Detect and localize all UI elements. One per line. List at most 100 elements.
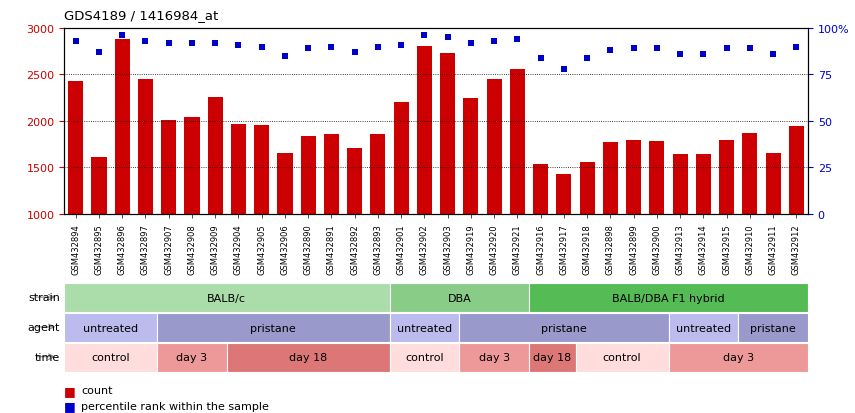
Text: ■: ■ bbox=[64, 384, 76, 397]
Text: agent: agent bbox=[27, 322, 60, 332]
Bar bbox=[486, 80, 502, 214]
Point bbox=[510, 37, 524, 43]
Text: day 18: day 18 bbox=[534, 352, 571, 363]
Bar bbox=[390, 284, 529, 312]
Text: untreated: untreated bbox=[397, 323, 452, 333]
Point bbox=[557, 66, 571, 73]
Point bbox=[278, 53, 292, 60]
Bar bbox=[301, 136, 315, 214]
Point bbox=[255, 44, 268, 51]
Bar bbox=[534, 164, 548, 214]
Point bbox=[186, 40, 199, 47]
Bar bbox=[510, 70, 525, 214]
Point bbox=[417, 33, 431, 40]
Point bbox=[650, 46, 663, 52]
Bar bbox=[575, 343, 669, 372]
Bar bbox=[162, 121, 176, 214]
Bar bbox=[603, 143, 618, 214]
Point bbox=[627, 46, 640, 52]
Text: strain: strain bbox=[28, 292, 60, 302]
Text: day 3: day 3 bbox=[722, 352, 754, 363]
Bar bbox=[440, 54, 455, 214]
Point bbox=[209, 40, 222, 47]
Bar bbox=[185, 118, 199, 214]
Bar bbox=[231, 124, 246, 214]
Text: untreated: untreated bbox=[83, 323, 139, 333]
Bar bbox=[669, 313, 738, 342]
Point bbox=[162, 40, 175, 47]
Text: ■: ■ bbox=[64, 399, 76, 412]
Bar bbox=[157, 313, 390, 342]
Point bbox=[673, 52, 687, 58]
Point bbox=[789, 44, 803, 51]
Bar bbox=[765, 153, 781, 214]
Bar bbox=[64, 343, 157, 372]
Text: GDS4189 / 1416984_at: GDS4189 / 1416984_at bbox=[64, 9, 218, 22]
Bar bbox=[463, 98, 479, 214]
Point bbox=[697, 52, 711, 58]
Text: control: control bbox=[603, 352, 641, 363]
Text: time: time bbox=[34, 352, 60, 362]
Point bbox=[394, 42, 408, 49]
Bar bbox=[347, 149, 363, 214]
Point bbox=[325, 44, 339, 51]
Text: day 3: day 3 bbox=[479, 352, 510, 363]
Bar bbox=[91, 158, 107, 214]
Point bbox=[115, 33, 129, 40]
Text: pristane: pristane bbox=[541, 323, 587, 333]
Bar bbox=[227, 343, 390, 372]
Bar bbox=[393, 103, 409, 214]
Point bbox=[139, 38, 152, 45]
Text: control: control bbox=[405, 352, 444, 363]
Point bbox=[441, 35, 455, 41]
Bar bbox=[557, 174, 571, 214]
Text: day 3: day 3 bbox=[176, 352, 208, 363]
Bar bbox=[626, 140, 641, 214]
Point bbox=[348, 50, 362, 56]
Bar bbox=[580, 162, 595, 214]
Text: day 18: day 18 bbox=[289, 352, 327, 363]
Point bbox=[720, 46, 734, 52]
Bar bbox=[649, 142, 664, 214]
Bar bbox=[669, 343, 808, 372]
Bar bbox=[277, 153, 292, 214]
Text: BALB/c: BALB/c bbox=[208, 293, 246, 303]
Bar bbox=[208, 97, 223, 214]
Bar bbox=[324, 135, 339, 214]
Bar bbox=[390, 343, 459, 372]
Text: percentile rank within the sample: percentile rank within the sample bbox=[81, 401, 269, 411]
Bar bbox=[738, 313, 808, 342]
Bar bbox=[529, 343, 575, 372]
Text: pristane: pristane bbox=[251, 323, 296, 333]
Bar bbox=[390, 313, 459, 342]
Bar bbox=[789, 127, 804, 214]
Bar bbox=[254, 125, 269, 214]
Point bbox=[534, 55, 547, 62]
Text: control: control bbox=[91, 352, 130, 363]
Point bbox=[69, 38, 83, 45]
Text: pristane: pristane bbox=[750, 323, 796, 333]
Bar bbox=[64, 284, 390, 312]
Bar bbox=[417, 47, 432, 214]
Bar bbox=[370, 135, 386, 214]
Bar bbox=[64, 313, 157, 342]
Bar bbox=[529, 284, 808, 312]
Bar bbox=[742, 134, 758, 214]
Bar bbox=[157, 343, 227, 372]
Bar bbox=[719, 141, 734, 214]
Point bbox=[92, 50, 106, 56]
Text: untreated: untreated bbox=[675, 323, 731, 333]
Bar bbox=[68, 82, 83, 214]
Bar bbox=[459, 313, 669, 342]
Text: DBA: DBA bbox=[447, 293, 471, 303]
Point bbox=[604, 48, 617, 55]
Point bbox=[487, 38, 501, 45]
Text: count: count bbox=[81, 385, 113, 395]
Point bbox=[301, 46, 315, 52]
Point bbox=[232, 42, 245, 49]
Bar bbox=[459, 343, 529, 372]
Bar bbox=[138, 80, 153, 214]
Bar bbox=[696, 155, 711, 214]
Point bbox=[581, 55, 594, 62]
Bar bbox=[673, 155, 687, 214]
